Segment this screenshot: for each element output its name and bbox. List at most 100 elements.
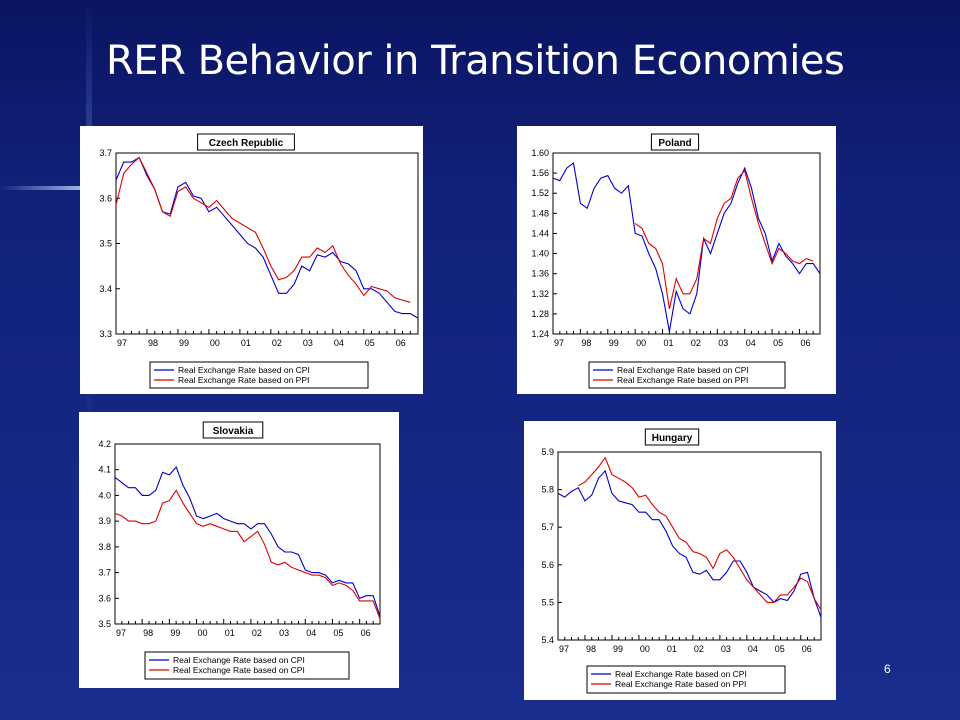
x-tick-label: 01 — [241, 338, 251, 348]
series-line-blue — [557, 469, 822, 618]
x-tick-label: 02 — [252, 628, 262, 638]
chart-title-frame — [650, 133, 700, 151]
x-tick-label: 98 — [143, 628, 153, 638]
x-tick-label: 02 — [691, 338, 701, 348]
y-tick-label: 1.24 — [531, 329, 549, 339]
plot-frame — [557, 451, 822, 641]
legend-frame — [144, 651, 350, 680]
y-tick-label: 3.6 — [99, 193, 112, 203]
legend-label: Real Exchange Rate based on PPI — [178, 375, 309, 385]
series-line-red — [577, 456, 822, 611]
chart-poland: Poland 1.24 1.28 1.32 1.36 1.40 1.44 1.48 1.52 1.… — [531, 133, 821, 389]
x-tick-label: 97 — [117, 338, 127, 348]
x-tick-label: 97 — [116, 628, 126, 638]
chart-czech-republic: Czech Republic 3.3 3.4 3.5 3.6 3.7 97 98 99 00 01 0… — [99, 133, 419, 389]
chart-panel-poland: Poland 1.24 1.28 1.32 1.36 1.40 1.44 1.48 1.52 1.… — [517, 126, 836, 394]
y-tick-label: 1.36 — [531, 269, 549, 279]
x-tick-label: 00 — [640, 644, 650, 654]
x-tick-label: 04 — [746, 338, 756, 348]
x-tick-label: 03 — [718, 338, 728, 348]
legend-label: Real Exchange Rate based on PPI — [617, 375, 748, 385]
chart-title: Slovakia — [213, 426, 254, 437]
x-tick-label: 03 — [721, 644, 731, 654]
x-tick-label: 00 — [636, 338, 646, 348]
x-tick-label: 98 — [581, 338, 591, 348]
chart-hungary: Hungary 5.4 5.5 5.6 5.7 5.8 5.9 97 98 99 00 01 02 03 0… — [541, 428, 822, 694]
plot-frame — [552, 152, 821, 335]
x-tick-label: 05 — [775, 644, 785, 654]
chart-title-box: Czech Republic — [197, 133, 295, 151]
series-line-red — [115, 156, 411, 303]
chart-title: Hungary — [652, 433, 693, 444]
legend-frame — [149, 361, 369, 389]
chart-panel-czech-republic: Czech Republic 3.3 3.4 3.5 3.6 3.7 97 98 99 00 01 0… — [80, 126, 423, 394]
x-tick-label: 06 — [361, 628, 371, 638]
x-tick-label: 04 — [748, 644, 758, 654]
y-tick-label: 3.5 — [98, 619, 111, 629]
legend-label: Real Exchange Rate based on CPI — [617, 365, 749, 375]
x-tick-label: 05 — [773, 338, 783, 348]
plot-frame — [114, 443, 381, 625]
y-tick-label: 5.6 — [541, 560, 554, 570]
x-tick-label: 05 — [333, 628, 343, 638]
y-tick-label: 3.3 — [99, 329, 112, 339]
y-tick-label: 3.6 — [98, 593, 111, 603]
legend-label: Real Exchange Rate based on CPI — [173, 665, 305, 675]
chart-title: Czech Republic — [209, 138, 284, 149]
legend-label: Real Exchange Rate based on CPI — [173, 655, 305, 665]
y-tick-label: 1.40 — [531, 249, 549, 259]
legend-label: Real Exchange Rate based on CPI — [178, 365, 310, 375]
legend-label: Real Exchange Rate based on CPI — [615, 669, 747, 679]
y-tick-label: 4.0 — [98, 490, 111, 500]
y-tick-label: 5.8 — [541, 485, 554, 495]
series-line-blue — [114, 466, 381, 617]
y-tick-label: 1.60 — [531, 148, 549, 158]
chart-title: Poland — [658, 138, 691, 149]
x-tick-label: 05 — [365, 338, 375, 348]
y-tick-label: 3.5 — [99, 239, 112, 249]
x-tick-label: 98 — [586, 644, 596, 654]
x-tick-label: 97 — [559, 644, 569, 654]
x-tick-label: 98 — [148, 338, 158, 348]
x-tick-label: 02 — [272, 338, 282, 348]
legend-label: Real Exchange Rate based on PPI — [615, 679, 746, 689]
y-tick-label: 5.9 — [541, 447, 554, 457]
y-tick-label: 1.44 — [531, 228, 549, 238]
chart-title-box: Hungary — [644, 428, 700, 446]
y-tick-label: 3.4 — [99, 284, 112, 294]
x-tick-label: 03 — [303, 338, 313, 348]
y-tick-label: 3.8 — [98, 542, 111, 552]
chart-panel-slovakia: Slovakia 3.5 3.6 3.7 3.8 3.9 4.0 4.1 4.2 97 98 99 00… — [79, 412, 399, 688]
x-tick-label: 00 — [198, 628, 208, 638]
y-tick-label: 4.2 — [98, 439, 111, 449]
x-tick-label: 01 — [667, 644, 677, 654]
x-tick-label: 06 — [396, 338, 406, 348]
chart-title-frame — [644, 428, 700, 446]
page-number: 6 — [884, 662, 891, 676]
x-tick-label: 01 — [225, 628, 235, 638]
x-tick-label: 99 — [170, 628, 180, 638]
y-tick-label: 3.7 — [98, 568, 111, 578]
x-tick-label: 00 — [210, 338, 220, 348]
x-tick-label: 99 — [613, 644, 623, 654]
x-tick-label: 06 — [802, 644, 812, 654]
x-tick-label: 97 — [554, 338, 564, 348]
legend-frame — [586, 665, 786, 694]
y-tick-label: 1.32 — [531, 289, 549, 299]
legend-frame — [588, 361, 786, 389]
y-tick-label: 1.48 — [531, 208, 549, 218]
chart-title-frame — [197, 133, 295, 151]
chart-slovakia: Slovakia 3.5 3.6 3.7 3.8 3.9 4.0 4.1 4.2 97 98 99 00… — [98, 421, 381, 680]
x-tick-label: 04 — [334, 338, 344, 348]
y-tick-label: 1.56 — [531, 168, 549, 178]
series-line-blue — [115, 156, 419, 319]
x-tick-label: 99 — [179, 338, 189, 348]
chart-panel-hungary: Hungary 5.4 5.5 5.6 5.7 5.8 5.9 97 98 99 00 01 02 03 0… — [524, 421, 836, 700]
chart-title-box: Poland — [650, 133, 700, 151]
slide-title: RER Behavior in Transition Economies — [106, 38, 845, 84]
x-tick-label: 03 — [279, 628, 289, 638]
chart-title-box: Slovakia — [202, 421, 264, 439]
